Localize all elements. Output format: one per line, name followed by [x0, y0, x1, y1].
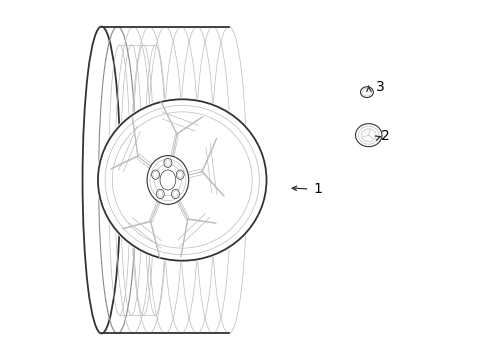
Ellipse shape [147, 156, 189, 204]
Ellipse shape [164, 158, 172, 167]
Ellipse shape [152, 170, 160, 179]
Text: 2: 2 [381, 129, 389, 143]
Ellipse shape [176, 170, 184, 179]
Ellipse shape [172, 189, 179, 199]
Text: 3: 3 [376, 80, 385, 94]
Ellipse shape [361, 87, 373, 98]
Ellipse shape [96, 98, 269, 262]
Ellipse shape [356, 124, 382, 147]
Text: 1: 1 [313, 182, 322, 196]
Ellipse shape [160, 170, 176, 190]
Ellipse shape [156, 189, 164, 199]
